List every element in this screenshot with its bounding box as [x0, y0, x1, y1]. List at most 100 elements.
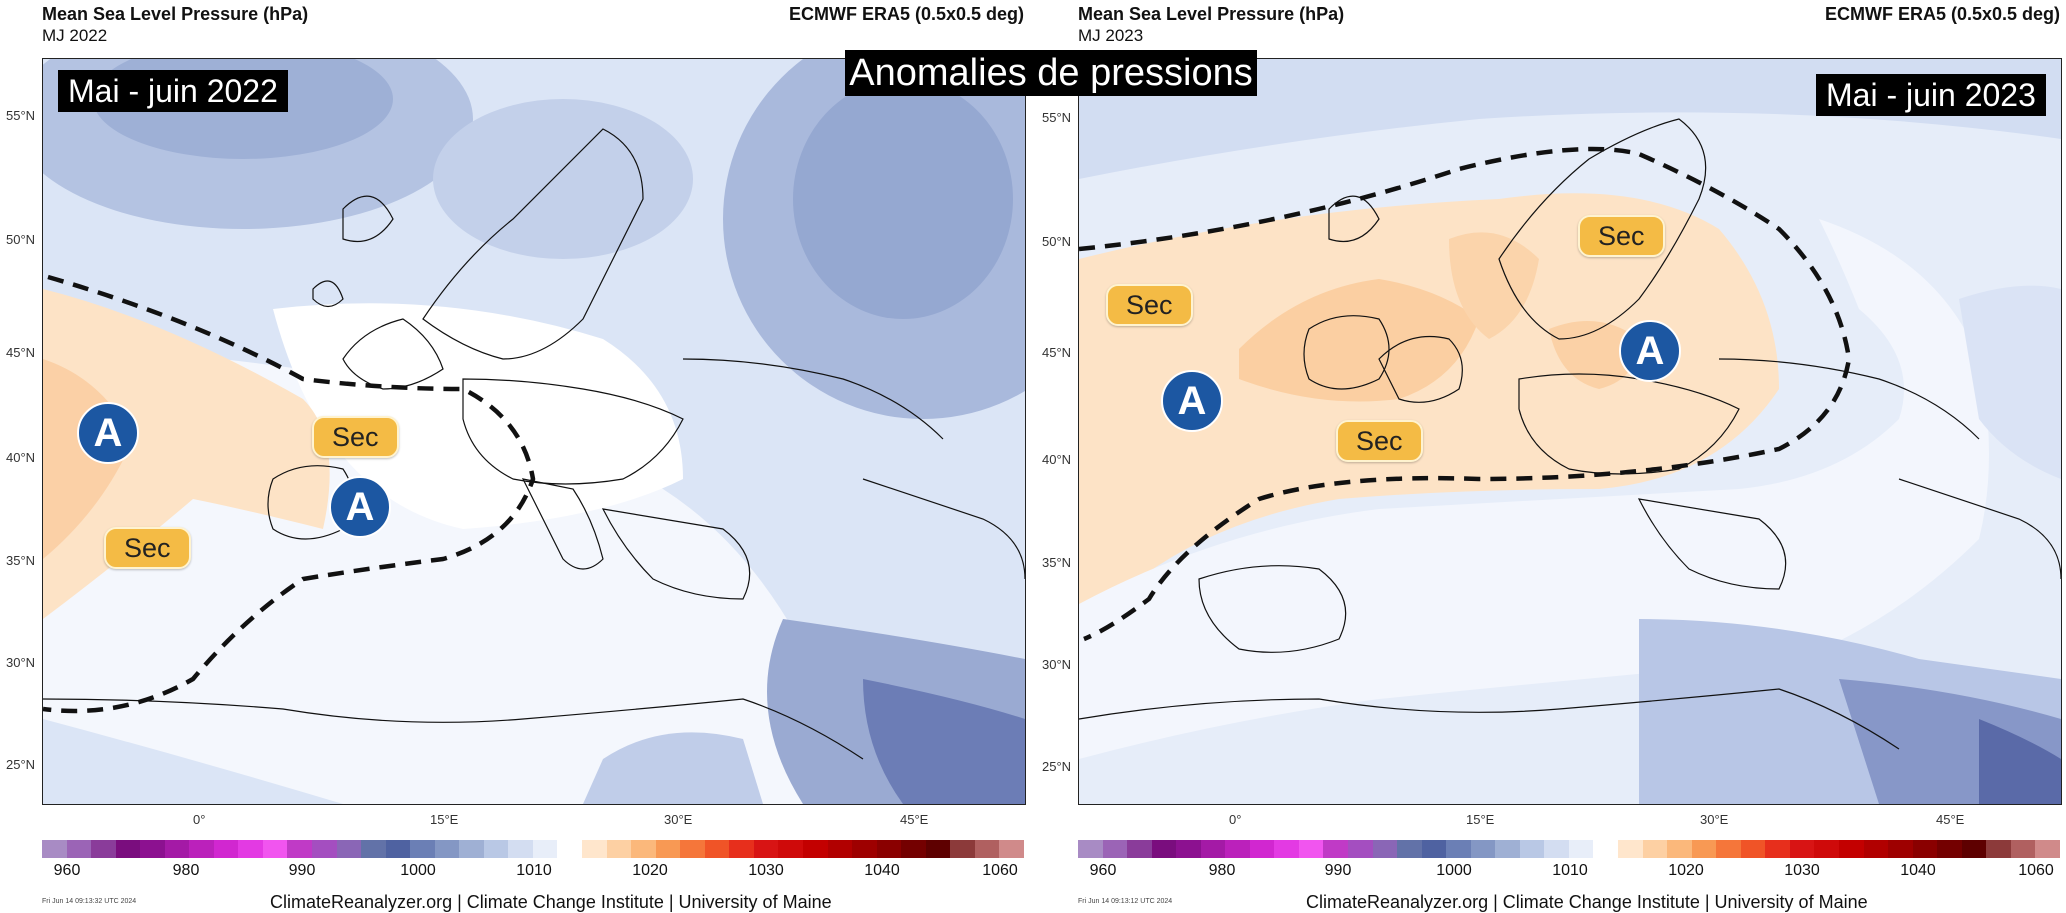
- lon-label: 15°E: [1466, 812, 1495, 827]
- colorbar-swatch: [1249, 840, 1275, 858]
- map-canvas: [43, 59, 1025, 804]
- colorbar-tick: 960: [1089, 862, 1117, 879]
- colorbar-swatch: [213, 840, 239, 858]
- colorbar-swatch: [1421, 840, 1447, 858]
- lat-label: 45°N: [1042, 345, 1072, 360]
- colorbar-swatch: [1691, 840, 1717, 858]
- colorbar-swatch: [1838, 840, 1864, 858]
- colorbar-tick: 980: [172, 862, 200, 879]
- lon-label: 45°E: [900, 812, 929, 827]
- dry-label: Sec: [1106, 284, 1193, 326]
- colorbar-tick: 1040: [1900, 862, 1936, 879]
- data-source: ECMWF ERA5 (0.5x0.5 deg): [788, 4, 1024, 24]
- colorbar-swatch: [140, 840, 165, 858]
- colorbar-swatch: [704, 840, 730, 858]
- colorbar-swatch: [1740, 840, 1766, 858]
- colorbar-swatch: [974, 840, 1000, 858]
- colorbar-swatch: [1151, 840, 1177, 858]
- chart-title: Mean Sea Level Pressure (hPa): [1078, 4, 1345, 24]
- colorbar-swatch: [1323, 840, 1349, 858]
- lon-label: 0°: [193, 812, 206, 827]
- colorbar-swatch: [655, 840, 681, 858]
- colorbar-tick: 1060: [2018, 862, 2054, 879]
- colorbar-tick: 980: [1208, 862, 1236, 879]
- footer-credit: ClimateReanalyzer.org | Climate Change I…: [270, 892, 832, 912]
- colorbar-swatch: [680, 840, 705, 858]
- lon-label: 15°E: [430, 812, 459, 827]
- chart-subtitle: MJ 2023: [1078, 26, 1144, 45]
- colorbar-swatch: [631, 840, 656, 858]
- colorbar-swatch: [1789, 840, 1815, 858]
- lat-label: 45°N: [6, 345, 36, 360]
- pressure-anomaly-map: [1078, 58, 2062, 805]
- lat-label: 55°N: [1042, 110, 1072, 125]
- lat-label: 35°N: [6, 553, 36, 568]
- colorbar-swatch: [189, 840, 214, 858]
- colorbar-swatch: [336, 840, 362, 858]
- high-pressure-marker: A: [1161, 370, 1223, 432]
- colorbar-swatch: [1863, 840, 1889, 858]
- colorbar: [42, 840, 1024, 858]
- colorbar-tick: 1020: [632, 862, 668, 879]
- lat-label: 50°N: [6, 232, 36, 247]
- colorbar-swatch: [459, 840, 484, 858]
- colorbar-swatch: [42, 840, 67, 858]
- colorbar-tick: 1030: [748, 862, 784, 879]
- colorbar-tick: 990: [288, 862, 316, 879]
- colorbar-swatch: [802, 840, 828, 858]
- colorbar-swatch: [1495, 840, 1520, 858]
- period-label: Mai - juin 2022: [58, 70, 288, 112]
- colorbar-ticks: 960 980 990 1000 1010 1020 1030 1040 106…: [1078, 862, 2060, 882]
- footer-credit: ClimateReanalyzer.org | Climate Change I…: [1306, 892, 1868, 912]
- colorbar-swatch: [164, 840, 190, 858]
- colorbar-swatch: [557, 840, 583, 858]
- colorbar-tick: 1060: [982, 862, 1018, 879]
- lat-label: 30°N: [1042, 657, 1072, 672]
- colorbar-swatch: [1937, 840, 1962, 858]
- colorbar-tick: 1000: [400, 862, 436, 879]
- colorbar-swatch: [1765, 840, 1790, 858]
- colorbar-tick: 1040: [864, 862, 900, 879]
- colorbar-swatch: [827, 840, 853, 858]
- lat-label: 50°N: [1042, 234, 1072, 249]
- map-panel-2023: Mean Sea Level Pressure (hPa) MJ 2023 EC…: [1036, 0, 2066, 912]
- colorbar-tick: 1010: [1552, 862, 1588, 879]
- dry-label: Sec: [312, 416, 399, 458]
- lon-label: 30°E: [1700, 812, 1729, 827]
- map-panel-2022: Mean Sea Level Pressure (hPa) MJ 2022 EC…: [0, 0, 1030, 912]
- colorbar-swatch: [778, 840, 803, 858]
- colorbar-swatch: [1519, 840, 1545, 858]
- colorbar-swatch: [1986, 840, 2011, 858]
- chart-subtitle: MJ 2022: [42, 26, 108, 45]
- colorbar-swatch: [876, 840, 902, 858]
- lat-label: 35°N: [1042, 555, 1072, 570]
- colorbar-swatch: [434, 840, 460, 858]
- colorbar-swatch: [115, 840, 141, 858]
- lat-label: 40°N: [1042, 452, 1072, 467]
- colorbar-swatch: [606, 840, 632, 858]
- colorbar-swatch: [262, 840, 288, 858]
- colorbar-tick: 1010: [516, 862, 552, 879]
- lat-label: 55°N: [6, 108, 36, 123]
- colorbar-swatch: [729, 840, 754, 858]
- colorbar-swatch: [1912, 840, 1938, 858]
- dry-label: Sec: [1578, 215, 1665, 257]
- lon-label: 30°E: [664, 812, 693, 827]
- colorbar-swatch: [1078, 840, 1103, 858]
- colorbar-swatch: [287, 840, 313, 858]
- colorbar-swatch: [1961, 840, 1987, 858]
- colorbar-swatch: [1127, 840, 1152, 858]
- colorbar-swatch: [753, 840, 779, 858]
- colorbar-swatch: [1446, 840, 1471, 858]
- lat-label: 40°N: [6, 450, 36, 465]
- lon-label: 45°E: [1936, 812, 1965, 827]
- colorbar-swatch: [1298, 840, 1324, 858]
- colorbar-swatch: [2010, 840, 2036, 858]
- colorbar-swatch: [1667, 840, 1692, 858]
- colorbar-swatch: [852, 840, 877, 858]
- colorbar-swatch: [385, 840, 411, 858]
- high-pressure-marker: A: [1619, 320, 1681, 382]
- colorbar-swatch: [2035, 840, 2060, 858]
- colorbar-swatch: [1593, 840, 1619, 858]
- map-canvas: [1079, 59, 2061, 804]
